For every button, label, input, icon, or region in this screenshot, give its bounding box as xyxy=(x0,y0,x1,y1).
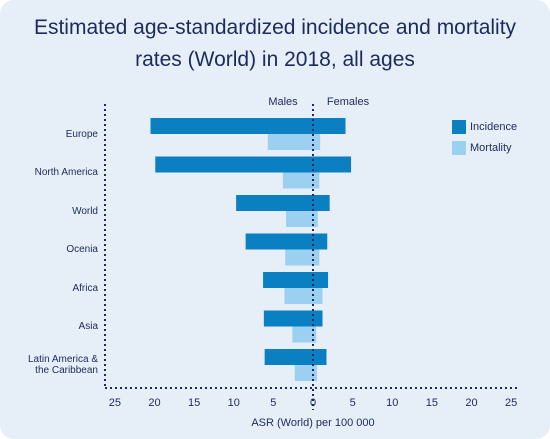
bar xyxy=(294,365,313,381)
bar xyxy=(313,310,323,327)
bar xyxy=(236,195,313,211)
chart-title: Estimated age-standardized incidence and… xyxy=(33,16,517,71)
x-tick-label: 15 xyxy=(426,397,438,409)
bar xyxy=(313,118,346,134)
category-label: Latin America & the Caribbean xyxy=(27,354,98,376)
bar xyxy=(285,249,313,266)
bar xyxy=(286,211,313,227)
bar xyxy=(263,272,313,288)
x-tick-label: 0 xyxy=(310,397,316,409)
x-tick-label: 5 xyxy=(350,397,356,409)
bar xyxy=(263,310,313,327)
bar xyxy=(267,134,313,150)
bar xyxy=(313,233,328,250)
x-tick-label: 15 xyxy=(188,397,200,409)
category-label: Asia xyxy=(78,321,98,332)
right-label: Females xyxy=(327,96,370,108)
legend-label: Mortality xyxy=(470,142,512,154)
bar xyxy=(313,195,330,211)
bar xyxy=(313,288,323,304)
x-tick-label: 20 xyxy=(465,397,477,409)
bar xyxy=(313,249,320,266)
x-tick-label: 5 xyxy=(270,397,276,409)
x-tick-label: 20 xyxy=(148,397,160,409)
category-label: World xyxy=(72,205,98,217)
bar xyxy=(155,156,313,173)
left-label: Males xyxy=(268,96,298,108)
category-label: Africa xyxy=(72,282,98,294)
bar xyxy=(313,365,317,381)
legend-label: Incidence xyxy=(470,121,517,133)
x-tick-label: 25 xyxy=(505,397,517,409)
bar xyxy=(292,326,313,343)
bar xyxy=(245,233,313,250)
category-label: Europe xyxy=(65,128,98,140)
bar xyxy=(313,349,327,365)
bar xyxy=(313,272,329,288)
x-tick-label: 10 xyxy=(228,397,240,409)
bar xyxy=(150,118,313,134)
legend-swatch xyxy=(452,141,466,155)
bar xyxy=(313,172,320,189)
category-label: North America xyxy=(34,167,98,178)
bar xyxy=(282,172,313,189)
legend-swatch xyxy=(452,120,466,134)
x-axis-label: ASR (World) per 100 000 xyxy=(251,417,374,429)
bar xyxy=(264,349,313,365)
bar xyxy=(313,211,318,227)
bar xyxy=(313,156,352,173)
x-tick-label: 25 xyxy=(109,397,121,409)
bar xyxy=(313,134,321,150)
bar xyxy=(284,288,313,304)
category-label: Ocenia xyxy=(66,244,98,255)
bar xyxy=(313,326,317,343)
x-tick-label: 10 xyxy=(386,397,398,409)
